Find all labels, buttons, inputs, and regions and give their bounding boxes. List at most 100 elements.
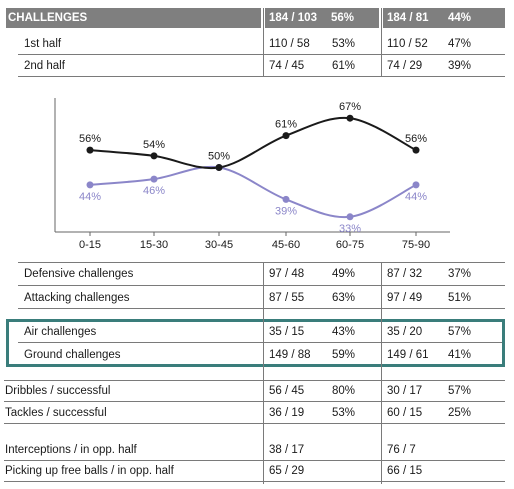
- series-1-data-label: 44%: [79, 191, 101, 203]
- row-t1-pct: 53%: [332, 38, 356, 50]
- header-team2-pct: 44%: [448, 12, 472, 24]
- row-t1-pct: 59%: [332, 349, 356, 361]
- row-divider: [4, 423, 505, 424]
- series-0-data-label: 50%: [208, 151, 230, 163]
- series-0-data-label: 61%: [275, 119, 297, 131]
- series-0-data-label: 56%: [405, 133, 427, 145]
- row-t2-pct: 57%: [448, 385, 472, 397]
- row-t2: 149 / 61: [387, 349, 429, 361]
- series-1-point: [346, 213, 354, 221]
- row-t2-pct: 37%: [448, 268, 472, 280]
- row-t1: 110 / 58: [269, 38, 310, 50]
- series-1-point: [412, 181, 420, 189]
- row-t2-pct: 51%: [448, 292, 472, 304]
- row-t1: 97 / 48: [269, 268, 305, 280]
- row-label: Interceptions / in opp. half: [5, 444, 137, 456]
- x-tick-label: 30-45: [205, 239, 233, 251]
- column-separator: [381, 8, 382, 76]
- row-divider: [18, 54, 505, 55]
- row-t2: 60 / 15: [387, 407, 423, 419]
- header-title: CHALLENGES: [8, 12, 88, 24]
- row-t2: 30 / 17: [387, 385, 423, 397]
- row-divider: [4, 380, 505, 381]
- row-t2-pct: 41%: [448, 349, 472, 361]
- header-team2-total: 184 / 81: [387, 12, 429, 24]
- row-divider: [18, 285, 505, 286]
- series-0-point: [86, 146, 94, 154]
- row-t1-pct: 49%: [332, 268, 356, 280]
- series-0-data-label: 56%: [79, 133, 101, 145]
- row-t1: 38 / 17: [269, 444, 305, 456]
- row-label: Attacking challenges: [24, 292, 130, 304]
- series-0-point: [282, 132, 290, 140]
- row-t1: 35 / 15: [269, 326, 305, 338]
- header-team1-pct: 56%: [331, 12, 355, 24]
- header-bar-team2: 184 / 81 44%: [383, 8, 505, 28]
- series-0-data-label: 54%: [143, 139, 165, 151]
- row-t2: 110 / 52: [387, 38, 428, 50]
- header-team1-total: 184 / 103: [269, 12, 317, 24]
- series-0-point: [346, 114, 354, 122]
- x-tick-label: 75-90: [402, 239, 430, 251]
- row-t1-pct: 43%: [332, 326, 356, 338]
- row-t1-pct: 53%: [332, 407, 356, 419]
- column-separator: [263, 262, 264, 484]
- row-label: 2nd half: [24, 60, 65, 72]
- header-bar-title: CHALLENGES: [6, 8, 261, 28]
- row-t1: 74 / 45: [269, 60, 305, 72]
- row-divider: [4, 460, 505, 461]
- x-tick-label: 15-30: [140, 239, 168, 251]
- row-divider: [18, 262, 505, 263]
- row-t1: 56 / 45: [269, 385, 305, 397]
- column-separator: [381, 262, 382, 484]
- row-t2-pct: 57%: [448, 326, 472, 338]
- row-label: Defensive challenges: [24, 268, 134, 280]
- series-1-point: [150, 175, 158, 183]
- series-1-data-label: 39%: [275, 205, 297, 217]
- row-divider: [18, 308, 505, 309]
- series-1-point: [86, 181, 94, 189]
- column-separator: [263, 8, 264, 76]
- series-1-data-label: 44%: [405, 191, 427, 203]
- series-0-line: [89, 116, 417, 170]
- row-label: 1st half: [24, 38, 62, 50]
- series-0-point: [150, 152, 158, 160]
- row-t2-pct: 47%: [448, 38, 472, 50]
- row-t1-pct: 80%: [332, 385, 356, 397]
- row-t2: 97 / 49: [387, 292, 423, 304]
- x-tick-label: 0-15: [79, 239, 101, 251]
- x-tick-label: 60-75: [336, 239, 364, 251]
- header-bar-team1: 184 / 103 56%: [265, 8, 379, 28]
- series-1-point: [282, 195, 290, 203]
- row-t1-pct: 63%: [332, 292, 356, 304]
- row-divider: [18, 76, 505, 77]
- row-t2-pct: 39%: [448, 60, 472, 72]
- row-label: Tackles / successful: [5, 407, 107, 419]
- row-t1: 36 / 19: [269, 407, 305, 419]
- series-1-line: [89, 165, 417, 219]
- row-divider: [18, 342, 502, 343]
- row-t2: 74 / 29: [387, 60, 423, 72]
- row-label: Ground challenges: [24, 349, 121, 361]
- row-t2: 87 / 32: [387, 268, 423, 280]
- row-t2: 35 / 20: [387, 326, 423, 338]
- row-divider: [4, 401, 505, 402]
- row-t1: 87 / 55: [269, 292, 305, 304]
- row-divider: [4, 481, 505, 482]
- x-tick-label: 45-60: [272, 239, 300, 251]
- row-label: Dribbles / successful: [5, 385, 111, 397]
- series-0-point: [215, 164, 223, 171]
- series-1-data-label: 46%: [143, 185, 165, 197]
- row-t2: 66 / 15: [387, 465, 423, 477]
- series-0-data-label: 67%: [339, 101, 361, 113]
- series-0-point: [412, 146, 420, 154]
- row-label: Air challenges: [24, 326, 97, 338]
- series-1-data-label: 33%: [339, 223, 361, 235]
- row-t1: 65 / 29: [269, 465, 305, 477]
- highlight-box: [6, 319, 505, 367]
- row-t1-pct: 61%: [332, 60, 356, 72]
- row-t2: 76 / 7: [387, 444, 416, 456]
- row-t1: 149 / 88: [269, 349, 311, 361]
- row-label: Picking up free balls / in opp. half: [5, 465, 174, 477]
